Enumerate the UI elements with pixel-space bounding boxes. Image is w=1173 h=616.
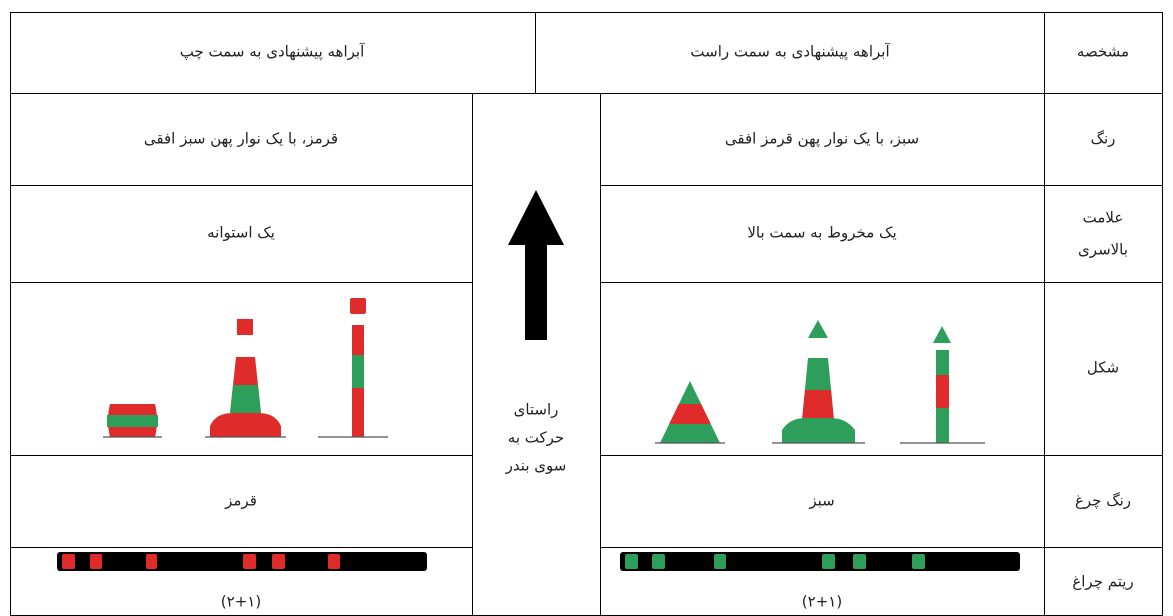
topmark [350, 298, 366, 314]
buoy-base [210, 413, 281, 437]
middle-text: سوی بندر [505, 457, 567, 475]
flash [625, 554, 638, 569]
row-label: بالاسری [1078, 241, 1128, 259]
cell-text: یک مخروط به سمت بالا [747, 224, 896, 242]
row-label: ریتم چراغ [1072, 573, 1133, 591]
buoy-band [230, 385, 261, 413]
middle-text: حرکت به [508, 429, 564, 447]
header-feature: مشخصه [1077, 43, 1129, 61]
flash [912, 554, 925, 569]
row-lines [10, 185, 1163, 548]
topmark [237, 319, 253, 335]
flash [62, 554, 75, 569]
row-label: رنگ چرغ [1075, 492, 1131, 510]
flash [146, 554, 157, 569]
topmark [933, 326, 951, 343]
flash [90, 554, 102, 569]
buoy-band [802, 390, 834, 418]
cell-text: یک استوانه [207, 224, 275, 242]
cell-text: قرمز [224, 492, 257, 510]
header-right: آبراهه پیشنهادی به سمت راست [690, 43, 890, 62]
flash [652, 554, 665, 569]
middle-text: راستای [514, 401, 559, 419]
arrow-head [508, 190, 564, 245]
flash [714, 554, 726, 569]
rhythm-bar-right [620, 552, 1020, 571]
row-label: رنگ [1091, 130, 1116, 148]
buoy-base [782, 418, 855, 443]
header-left: آبراهه پیشنهادی به سمت چپ [180, 43, 365, 62]
row-label: علامت [1083, 209, 1124, 227]
cell-text: سبز، با یک نوار پهن قرمز افقی [725, 130, 919, 149]
red-buoys [103, 298, 388, 438]
buoy-band [107, 415, 158, 427]
buoy-band [936, 375, 949, 408]
flash [822, 554, 835, 569]
cell-text: قرمز، با یک نوار پهن سبز افقی [144, 130, 338, 149]
flash [853, 554, 866, 569]
buoy-band [669, 404, 711, 424]
buoy-band [352, 355, 364, 388]
rhythm-bar [620, 552, 1020, 571]
rhythm-label: (۲+۱) [802, 593, 842, 611]
rhythm-bar-left [57, 552, 427, 571]
flash [243, 554, 256, 569]
rhythm-bar [57, 552, 427, 571]
flash [272, 554, 285, 569]
flash [328, 554, 340, 569]
green-buoys [655, 320, 985, 444]
row-label: شکل [1087, 359, 1119, 377]
table-border [10, 12, 1163, 616]
cell-text: سبز [808, 492, 834, 510]
rhythm-label: (۲+۱) [221, 593, 261, 611]
topmark [808, 320, 828, 338]
arrow-shaft [525, 244, 547, 340]
